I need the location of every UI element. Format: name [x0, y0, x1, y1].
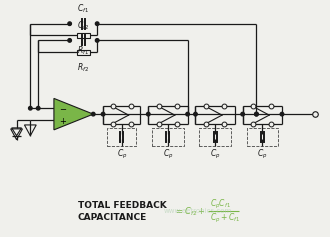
Bar [152, 128, 184, 146]
Bar [107, 128, 137, 146]
Circle shape [280, 112, 284, 116]
Circle shape [147, 112, 150, 116]
Circle shape [68, 22, 71, 25]
Circle shape [241, 112, 245, 116]
Circle shape [101, 112, 105, 116]
Text: TOTAL FEEDBACK: TOTAL FEEDBACK [78, 201, 166, 210]
Bar [247, 128, 278, 146]
Circle shape [255, 112, 258, 116]
Circle shape [29, 106, 32, 110]
Text: −: − [59, 105, 66, 114]
Text: $R_{f1}$: $R_{f1}$ [78, 44, 89, 57]
Text: $C_p$: $C_p$ [257, 148, 268, 161]
Text: CAPACITANCE: CAPACITANCE [78, 213, 147, 222]
Bar [77, 50, 90, 55]
Text: $C_{f1}$: $C_{f1}$ [77, 2, 89, 15]
Text: www.eetronics.com: www.eetronics.com [164, 209, 232, 214]
Circle shape [95, 22, 99, 25]
Text: $C_p$: $C_p$ [163, 148, 173, 161]
Circle shape [36, 106, 40, 110]
Text: $R_{f2}$: $R_{f2}$ [77, 61, 89, 73]
Text: $= C_{f2} +$: $= C_{f2} +$ [174, 205, 206, 218]
Bar [77, 33, 90, 38]
Polygon shape [54, 98, 93, 130]
Circle shape [255, 112, 258, 116]
Bar [199, 128, 231, 146]
Circle shape [68, 39, 71, 42]
Circle shape [194, 112, 197, 116]
Text: $C_p + C_{f1}$: $C_p + C_{f1}$ [210, 212, 241, 225]
Circle shape [186, 112, 189, 116]
Text: $C_{f2}$: $C_{f2}$ [77, 19, 89, 32]
Text: $C_p$: $C_p$ [210, 148, 220, 161]
Text: $C_p C_{f1}$: $C_p C_{f1}$ [210, 198, 231, 211]
Text: +: + [59, 117, 66, 126]
Circle shape [95, 39, 99, 42]
Text: $C_p$: $C_p$ [116, 148, 127, 161]
Circle shape [91, 112, 95, 116]
